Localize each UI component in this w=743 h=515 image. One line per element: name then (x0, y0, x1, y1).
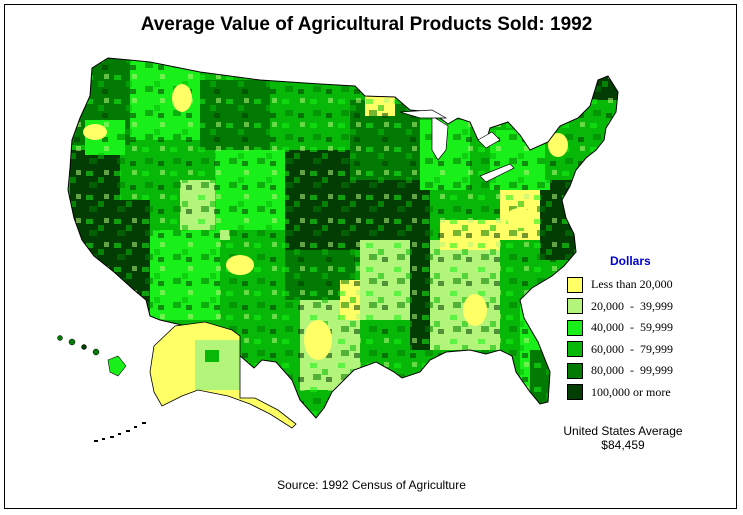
legend-label: 100,000 or more (591, 384, 671, 399)
legend-label: Less than 20,000 (591, 277, 673, 292)
legend: Less than 20,000 20,000 - 39,999 40,000 … (567, 274, 673, 403)
legend-item: 60,000 - 79,999 (567, 339, 673, 361)
lake-superior (399, 109, 448, 119)
legend-item: 80,000 - 99,999 (567, 360, 673, 382)
legend-label: 60,000 - 79,999 (591, 341, 673, 356)
alaska-outline (149, 321, 297, 429)
legend-swatch (567, 362, 583, 379)
legend-item: 20,000 - 39,999 (567, 296, 673, 318)
legend-swatch (567, 276, 583, 293)
legend-item: 100,000 or more (567, 382, 673, 404)
lake-michigan (431, 115, 449, 161)
lake-erie (479, 163, 515, 183)
legend-label: 80,000 - 99,999 (591, 363, 673, 378)
aleutian-islands (94, 422, 146, 442)
legend-swatch (567, 319, 583, 336)
us-average-value: $84,459 (601, 438, 645, 452)
legend-label: 40,000 - 59,999 (591, 320, 673, 335)
legend-swatch (567, 341, 583, 358)
map-title: Average Value of Agricultural Products S… (140, 14, 593, 35)
hawaii-region (57, 335, 127, 377)
legend-label: 20,000 - 39,999 (591, 298, 673, 313)
source-note: Source: 1992 Census of Agriculture (277, 478, 466, 492)
legend-swatch (567, 298, 583, 315)
legend-swatch (567, 384, 583, 401)
us-average: United States Average $84,459 (548, 424, 698, 452)
us-average-label: United States Average (563, 424, 683, 438)
contiguous-us-region (68, 58, 618, 418)
legend-item: Less than 20,000 (567, 274, 673, 296)
lake-huron (477, 131, 501, 149)
legend-item: 40,000 - 59,999 (567, 317, 673, 339)
legend-title: Dollars (610, 254, 651, 268)
